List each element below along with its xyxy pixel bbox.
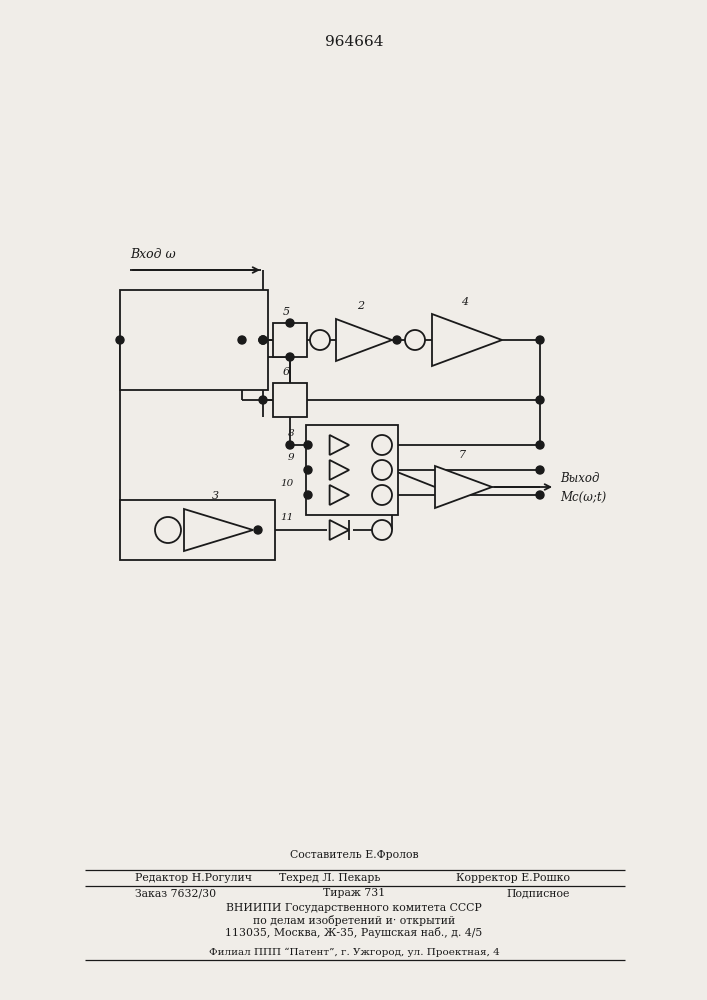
Text: 7: 7 xyxy=(458,450,466,460)
Polygon shape xyxy=(176,319,232,361)
Circle shape xyxy=(304,441,312,449)
Text: по делам изобретений и· открытий: по делам изобретений и· открытий xyxy=(253,914,455,926)
Polygon shape xyxy=(336,319,392,361)
Bar xyxy=(273,323,307,357)
Polygon shape xyxy=(432,314,502,366)
Polygon shape xyxy=(435,466,492,508)
Circle shape xyxy=(310,330,330,350)
Circle shape xyxy=(254,526,262,534)
Circle shape xyxy=(259,336,267,344)
Bar xyxy=(273,383,307,417)
Text: Филиал ППП “Патент”, г. Ужгород, ул. Проектная, 4: Филиал ППП “Патент”, г. Ужгород, ул. Про… xyxy=(209,947,499,957)
Text: 4: 4 xyxy=(462,297,469,307)
Circle shape xyxy=(286,319,294,327)
Text: 10: 10 xyxy=(281,479,294,488)
Bar xyxy=(306,425,398,515)
Text: Вход ω: Вход ω xyxy=(130,248,176,261)
Text: 5: 5 xyxy=(282,307,290,317)
Polygon shape xyxy=(184,509,253,551)
Text: Мс(ω;t): Мс(ω;t) xyxy=(560,490,606,504)
Circle shape xyxy=(536,336,544,344)
Polygon shape xyxy=(329,485,349,505)
Text: Составитель Е.Фролов: Составитель Е.Фролов xyxy=(290,850,419,860)
Circle shape xyxy=(116,336,124,344)
Text: Выход: Выход xyxy=(560,473,600,486)
Text: Подписное: Подписное xyxy=(507,888,570,898)
Circle shape xyxy=(536,396,544,404)
Text: 11: 11 xyxy=(281,514,294,522)
Text: 6: 6 xyxy=(282,367,290,377)
Text: 113035, Москва, Ж-35, Раушская наб., д. 4/5: 113035, Москва, Ж-35, Раушская наб., д. … xyxy=(226,926,483,938)
Polygon shape xyxy=(329,460,349,480)
Circle shape xyxy=(259,336,267,344)
Circle shape xyxy=(536,491,544,499)
Bar xyxy=(120,290,268,390)
Polygon shape xyxy=(329,435,349,455)
Bar xyxy=(120,500,275,560)
Circle shape xyxy=(238,336,246,344)
Circle shape xyxy=(372,435,392,455)
Circle shape xyxy=(393,336,401,344)
Circle shape xyxy=(145,327,171,353)
Text: Редактор Н.Рогулич: Редактор Н.Рогулич xyxy=(135,873,252,883)
Text: 964664: 964664 xyxy=(325,35,383,49)
Text: Заказ 7632/30: Заказ 7632/30 xyxy=(135,888,216,898)
Text: Тираж 731: Тираж 731 xyxy=(323,888,385,898)
Text: Техред Л. Пекарь: Техред Л. Пекарь xyxy=(279,873,380,883)
Text: 3: 3 xyxy=(211,491,218,501)
Circle shape xyxy=(405,330,425,350)
Polygon shape xyxy=(329,520,349,540)
Circle shape xyxy=(259,336,267,344)
Circle shape xyxy=(286,353,294,361)
Text: 2: 2 xyxy=(358,301,365,311)
Circle shape xyxy=(536,441,544,449)
Circle shape xyxy=(372,520,392,540)
Text: 9: 9 xyxy=(287,454,294,462)
Circle shape xyxy=(372,460,392,480)
Circle shape xyxy=(304,491,312,499)
Circle shape xyxy=(372,485,392,505)
Circle shape xyxy=(155,517,181,543)
Text: 8: 8 xyxy=(287,428,294,438)
Text: Корректор Е.Рошко: Корректор Е.Рошко xyxy=(456,873,570,883)
Text: 1: 1 xyxy=(192,301,199,311)
Circle shape xyxy=(536,466,544,474)
Text: ВНИИПИ Государственного комитета СССР: ВНИИПИ Государственного комитета СССР xyxy=(226,903,482,913)
Circle shape xyxy=(259,396,267,404)
Circle shape xyxy=(304,466,312,474)
Circle shape xyxy=(286,441,294,449)
